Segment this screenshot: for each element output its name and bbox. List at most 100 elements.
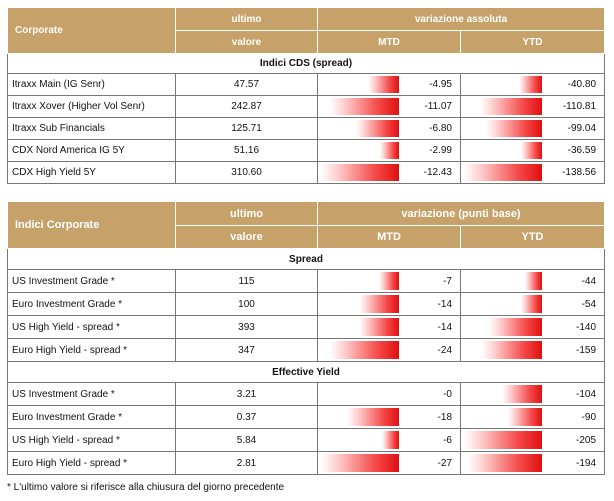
row-ytd-cell: -99.04 xyxy=(459,117,606,140)
row-name: Itraxx Sub Financials xyxy=(7,117,176,140)
row-name: US Investment Grade * xyxy=(7,269,176,293)
ytd-bar xyxy=(479,98,542,115)
row-mtd-cell: -11.07 xyxy=(317,95,461,118)
row-name: Euro High Yield - spread * xyxy=(7,338,176,362)
ytd-bar xyxy=(481,341,542,359)
idx-header-last-1: ultimo xyxy=(175,201,318,226)
mtd-bar xyxy=(381,431,399,449)
footnote: * L'ultimo valore si riferisce alla chiu… xyxy=(7,482,285,493)
mtd-value: -27 xyxy=(437,457,452,469)
row-ytd-cell: -140 xyxy=(459,315,606,339)
row-ytd-cell: -110.81 xyxy=(459,95,606,118)
mtd-bar xyxy=(367,76,399,93)
mtd-bar xyxy=(380,142,399,159)
mtd-value: -6 xyxy=(443,434,452,446)
mtd-value: -6.80 xyxy=(429,123,452,134)
spread-rows: US Investment Grade * 115 -7 -44 Euro Invest… xyxy=(7,269,606,362)
row-mtd-cell: -18 xyxy=(317,405,461,429)
row-name: US Investment Grade * xyxy=(7,382,176,406)
row-mtd-cell: -12.43 xyxy=(317,161,461,184)
row-ytd-cell: -104 xyxy=(459,382,606,406)
ytd-value: -99.04 xyxy=(567,123,597,134)
ytd-bar xyxy=(521,295,542,313)
row-name: Itraxx Xover (Higher Vol Senr) xyxy=(7,95,176,118)
ytd-bar xyxy=(488,318,542,336)
cds-header-change: variazione assoluta xyxy=(316,7,606,31)
idx-header-ytd: YTD xyxy=(459,225,606,249)
row-ytd-cell: -44 xyxy=(459,269,606,293)
table-row: US High Yield - spread * 5.84 -6 -205 xyxy=(7,428,606,452)
ytd-bar xyxy=(525,272,542,290)
row-last-value: 100 xyxy=(175,292,318,316)
row-mtd-cell: -6.80 xyxy=(317,117,461,140)
cds-header-name: Corporate xyxy=(7,7,176,54)
mtd-value: -14 xyxy=(437,321,452,333)
row-name: US High Yield - spread * xyxy=(7,315,176,339)
idx-header-mtd: MTD xyxy=(317,225,461,249)
mtd-value: -12.43 xyxy=(423,167,452,178)
ytd-bar xyxy=(519,76,542,93)
row-ytd-cell: -205 xyxy=(459,428,606,452)
row-last-value: 5.84 xyxy=(175,428,318,452)
table-row: Euro Investment Grade * 0.37 -18 -90 xyxy=(7,405,606,429)
ytd-value: -205 xyxy=(576,434,597,446)
mtd-bar xyxy=(347,408,399,426)
mtd-bar xyxy=(321,164,399,181)
yield-section-title: Effective Yield xyxy=(6,361,606,383)
ytd-value: -36.59 xyxy=(567,145,597,156)
ytd-value: -138.56 xyxy=(562,167,597,178)
cds-table: Corporate ultimo variazione assoluta val… xyxy=(6,7,606,184)
cds-header-last-1: ultimo xyxy=(175,7,318,31)
row-mtd-cell: -0 xyxy=(317,382,461,406)
ytd-value: -54 xyxy=(581,298,597,310)
ytd-bar xyxy=(507,408,542,426)
mtd-value: -7 xyxy=(443,275,452,287)
row-mtd-cell: -14 xyxy=(317,315,461,339)
row-mtd-cell: -2.99 xyxy=(317,139,461,162)
row-last-value: 125.71 xyxy=(175,117,318,140)
spread-section-title: Spread xyxy=(6,248,606,270)
row-last-value: 3.21 xyxy=(175,382,318,406)
row-name: CDX Nord America IG 5Y xyxy=(7,139,176,162)
row-ytd-cell: -40.80 xyxy=(459,73,606,96)
row-name: Euro Investment Grade * xyxy=(7,405,176,429)
row-name: US High Yield - spread * xyxy=(7,428,176,452)
table-row: US Investment Grade * 115 -7 -44 xyxy=(7,269,606,293)
row-last-value: 310.60 xyxy=(175,161,318,184)
mtd-value: -24 xyxy=(437,344,452,356)
table-row: Itraxx Xover (Higher Vol Senr) 242.87 -11.… xyxy=(7,95,606,118)
ytd-bar xyxy=(486,120,542,137)
table-row: Euro High Yield - spread * 2.81 -27 -194 xyxy=(7,451,606,475)
ytd-bar xyxy=(521,142,542,159)
row-ytd-cell: -194 xyxy=(459,451,606,475)
table-row: Itraxx Sub Financials 125.71 -6.80 -99.04 xyxy=(7,117,606,140)
row-last-value: 347 xyxy=(175,338,318,362)
corporate-index-table: Indici Corporate ultimo variazione (punt… xyxy=(6,201,606,475)
mtd-value: -2.99 xyxy=(429,145,452,156)
mtd-bar xyxy=(358,295,399,313)
mtd-value: -11.07 xyxy=(424,101,452,112)
ytd-bar xyxy=(464,164,542,181)
table-row: CDX Nord America IG 5Y 51.16 -2.99 -36.59 xyxy=(7,139,606,162)
mtd-bar xyxy=(329,341,399,359)
row-name: CDX High Yield 5Y xyxy=(7,161,176,184)
mtd-value: -0 xyxy=(443,388,452,400)
ytd-value: -40.80 xyxy=(567,79,597,90)
table-row: Euro Investment Grade * 100 -14 -54 xyxy=(7,292,606,316)
cds-header-ytd: YTD xyxy=(459,30,606,54)
row-ytd-cell: -159 xyxy=(459,338,606,362)
row-mtd-cell: -27 xyxy=(317,451,461,475)
ytd-value: -140 xyxy=(576,321,597,333)
row-last-value: 0.37 xyxy=(175,405,318,429)
mtd-bar xyxy=(356,120,399,137)
row-mtd-cell: -6 xyxy=(317,428,461,452)
ytd-bar xyxy=(468,454,542,472)
mtd-value: -4.95 xyxy=(429,79,452,90)
idx-header-last-2: valore xyxy=(175,225,318,249)
row-ytd-cell: -36.59 xyxy=(459,139,606,162)
row-mtd-cell: -14 xyxy=(317,292,461,316)
row-ytd-cell: -138.56 xyxy=(459,161,606,184)
row-name: Itraxx Main (IG Senr) xyxy=(7,73,176,96)
row-mtd-cell: -7 xyxy=(317,269,461,293)
ytd-value: -90 xyxy=(581,411,597,423)
